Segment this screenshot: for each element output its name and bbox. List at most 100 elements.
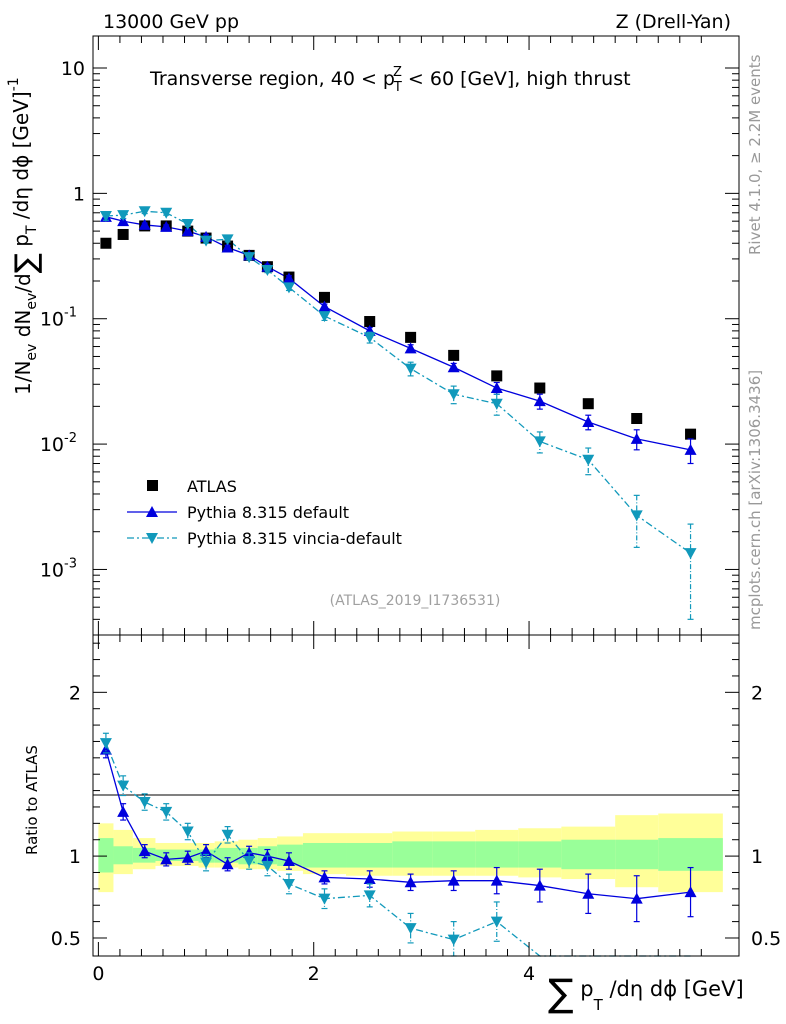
pythia-default-point (181, 225, 194, 237)
pythia-default-point (282, 272, 295, 284)
atlas-point (685, 428, 697, 440)
x-axis-label: ∑ pT /dη dϕ [GeV] (548, 971, 744, 1015)
ratio-vincia-point (99, 738, 112, 750)
ratio-default-point (282, 855, 295, 867)
pythia-vincia-point (630, 510, 643, 522)
plot-title: Transverse region, 40 < pZ T < 60 [GeV], … (149, 65, 631, 95)
ratio-y-tick-label-right: 2 (751, 682, 763, 704)
ratio-vincia-point (282, 878, 295, 890)
legend-vincia-label: Pythia 8.315 vincia-default (187, 529, 402, 548)
ratio-default-point (200, 845, 213, 857)
ratio-vincia-point (490, 916, 503, 928)
pythia-vincia-point (138, 206, 151, 218)
main-y-tick-label: 10-1 (40, 306, 77, 331)
ratio-panel: 0.5 0.5 1 1 2 2 0 2 4 (51, 634, 781, 985)
ratio-band-inner (561, 839, 616, 870)
pythia-vincia-point (221, 234, 234, 246)
ratio-default-point (490, 874, 503, 886)
ratio-default-point (318, 871, 331, 883)
pythia-default-point (684, 443, 697, 455)
pythia-vincia-point (282, 282, 295, 294)
ratio-default-point (160, 853, 173, 865)
ratio-band-inner (98, 838, 114, 873)
legend: ATLAS Pythia 8.315 default Pythia 8.315 … (127, 477, 402, 548)
rivet-version-label: Rivet 4.1.0, ≥ 2.2M events (746, 54, 764, 255)
pythia-vincia-point (261, 264, 274, 276)
ratio-default-point (533, 879, 546, 891)
pythia-default-point (318, 300, 331, 312)
pythia-vincia-point (404, 363, 417, 375)
ratio-y-tick-label-right: 1 (751, 846, 763, 868)
pythia-default-point (138, 218, 151, 230)
main-y-tick-label: 10 (61, 58, 85, 80)
legend-vincia-marker (146, 533, 158, 544)
main-y-tick-label: 1 (73, 183, 85, 205)
x-tick-label: 0 (92, 963, 104, 985)
pythia-default-point (490, 382, 503, 394)
pythia-default-point (221, 241, 234, 253)
pythia-vincia-point (243, 252, 256, 264)
ratio-band-inner (113, 846, 133, 865)
pythia-vincia-line (105, 210, 691, 554)
energy-label: 13000 GeV pp (103, 11, 239, 33)
pythia-vincia-point (533, 436, 546, 448)
pythia-vincia-point (490, 398, 503, 410)
ratio-vincia-point (447, 934, 460, 946)
ratio-default-point (630, 892, 643, 904)
y-axis-label-main: 1/Nev dNev/d∑ pT /dη dϕ [GeV]-1 (6, 77, 44, 395)
atlas-point (318, 291, 330, 303)
pythia-vincia-point (200, 235, 213, 247)
atlas-point (405, 331, 417, 343)
ratio-band-inner (214, 847, 239, 863)
pythia-vincia-point (99, 210, 112, 222)
ratio-y-tick-label: 0.5 (51, 928, 81, 950)
ratio-vincia-point (404, 923, 417, 935)
atlas-point (117, 228, 129, 240)
ratio-vincia-point (243, 856, 256, 868)
legend-atlas-label: ATLAS (187, 477, 237, 496)
mcplots-label: mcplots.cern.ch [arXiv:1306.3436] (746, 370, 764, 630)
ratio-frame (92, 634, 740, 957)
ratio-vincia-point (138, 797, 151, 809)
ratio-band-inner (615, 839, 659, 870)
ratio-y-tick-label-right: 0.5 (751, 928, 781, 950)
ratio-default-point (363, 873, 376, 885)
process-label: Z (Drell-Yan) (616, 11, 731, 33)
ratio-default-point (138, 845, 151, 857)
ratio-band-inner (432, 841, 476, 868)
ratio-default-point (181, 851, 194, 863)
ratio-vincia-point (181, 826, 194, 838)
atlas-point (534, 382, 546, 394)
ratio-band-inner (302, 842, 347, 868)
main-y-tick-label: 10-2 (40, 431, 77, 456)
ratio-vincia-point (221, 829, 234, 841)
ratio-default-point (684, 886, 697, 898)
pythia-default-point (160, 220, 173, 232)
legend-atlas-marker (147, 480, 158, 491)
pythia-default-point (582, 416, 595, 428)
atlas-point (448, 349, 460, 361)
main-y-tick-label: 10-3 (40, 556, 77, 581)
legend-default-marker (146, 506, 158, 517)
pythia-vincia-point (181, 218, 194, 230)
x-tick-label: 2 (308, 963, 320, 985)
ratio-default-point (582, 887, 595, 899)
legend-default-label: Pythia 8.315 default (187, 503, 349, 522)
ratio-band-inner (475, 841, 519, 868)
pythia-vincia-point (160, 207, 173, 219)
pythia-default-point (447, 361, 460, 373)
pythia-vincia-point (117, 210, 130, 222)
pythia-vincia-point (582, 454, 595, 466)
pythia-vincia-point (363, 332, 376, 344)
atlas-point (491, 370, 503, 382)
main-panel: 10-3 10-2 10-1 1 10 (40, 35, 740, 636)
atlas-point (100, 237, 112, 249)
pythia-vincia-point (684, 548, 697, 560)
ratio-band-inner (392, 841, 433, 868)
pythia-default-point (533, 395, 546, 407)
ratio-band-inner (518, 841, 562, 868)
ratio-default-point (447, 874, 460, 886)
ratio-band-inner (277, 844, 303, 866)
pythia-default-line (105, 216, 691, 451)
